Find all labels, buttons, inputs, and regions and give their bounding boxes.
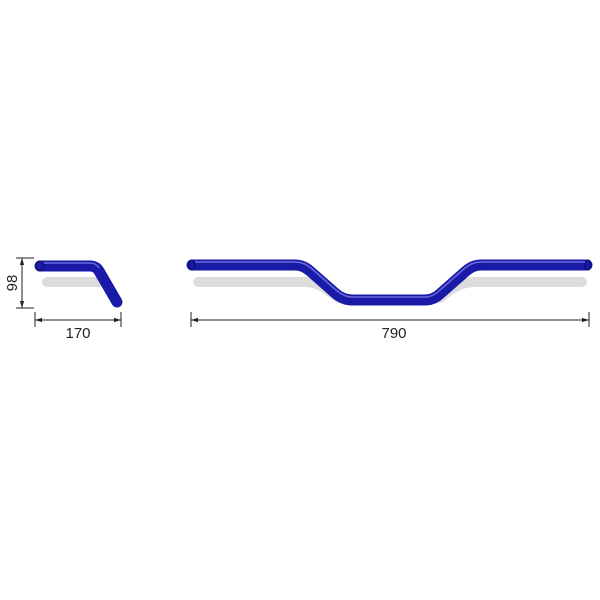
- side-view: 98 170: [4, 257, 123, 342]
- front-view-tube-highlight: [195, 261, 585, 298]
- tube-end: [35, 260, 45, 272]
- tube-end-left: [188, 259, 196, 271]
- side-view-tube: [34, 260, 123, 308]
- height-dimension-label: 98: [4, 275, 21, 292]
- side-view-tube-highlight: [42, 262, 100, 269]
- front-view-tube: [186, 259, 593, 306]
- side-width-dimension-label: 170: [65, 325, 90, 342]
- front-width-dimension-label: 790: [381, 325, 406, 342]
- tube-end-right: [584, 259, 592, 271]
- front-view: 790: [186, 259, 593, 342]
